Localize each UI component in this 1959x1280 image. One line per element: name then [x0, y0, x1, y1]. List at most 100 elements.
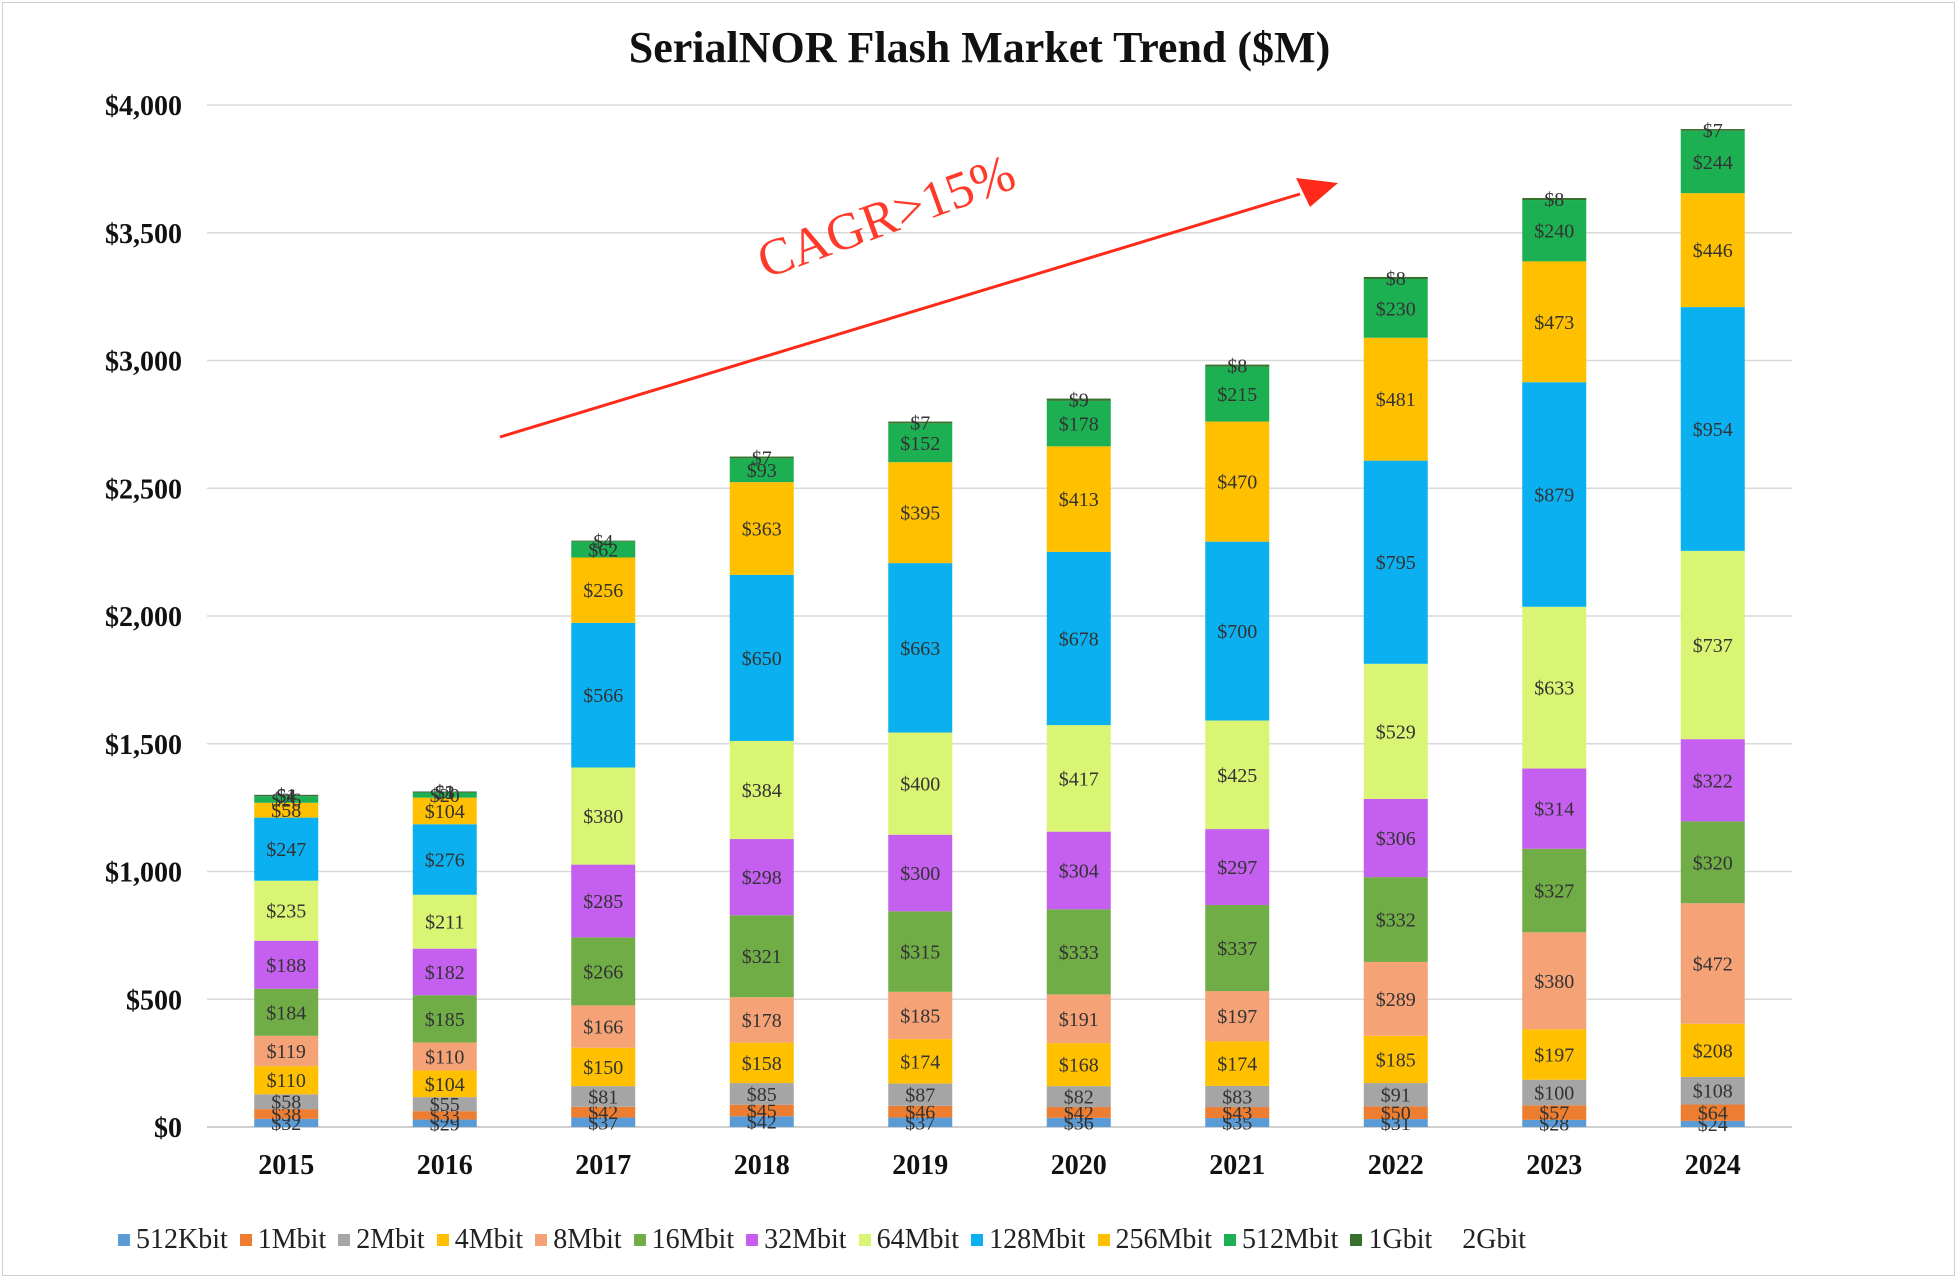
x-tick-label: 2015 — [258, 1150, 314, 1181]
y-tick-label: $0 — [154, 1113, 182, 1144]
bar-segment — [571, 1117, 636, 1127]
data-label: $289 — [1376, 989, 1416, 1011]
bar-segment — [254, 940, 319, 989]
data-label: $633 — [1534, 678, 1574, 700]
data-label: $300 — [900, 863, 940, 885]
data-label: $481 — [1376, 389, 1416, 411]
data-label: $185 — [1376, 1049, 1416, 1071]
bar-segment — [1363, 1083, 1428, 1107]
bar-segment — [1205, 1085, 1270, 1108]
bar-segment — [1522, 1029, 1587, 1080]
bar-segment — [571, 1005, 636, 1048]
bar-segment — [1680, 739, 1745, 822]
bar-segment — [729, 915, 794, 998]
bar-segment — [1046, 1117, 1111, 1127]
bar-segment — [254, 795, 319, 797]
bar-segment — [729, 574, 794, 741]
bar-segment — [254, 1118, 319, 1127]
y-tick-label: $3,000 — [105, 347, 182, 378]
data-label: $188 — [266, 955, 306, 977]
bar-segment — [888, 1039, 953, 1084]
y-tick-label: $1,500 — [105, 730, 182, 761]
data-label: $7 — [1703, 120, 1723, 142]
bar-segment — [888, 991, 953, 1040]
bar-segment — [1205, 1041, 1270, 1086]
data-label: $43 — [1222, 1103, 1252, 1125]
bar-segment — [571, 1047, 636, 1087]
data-label: $185 — [425, 1009, 465, 1031]
bar-segment — [1205, 364, 1270, 367]
x-tick-label: 2020 — [1051, 1150, 1107, 1181]
bar-segment — [412, 1070, 477, 1098]
bar-segment — [1205, 1118, 1270, 1127]
bar-segment — [412, 824, 477, 895]
data-label: $4 — [593, 531, 613, 553]
bar-segment — [1363, 1035, 1428, 1084]
bar-segment — [412, 792, 477, 798]
bar-segment — [412, 797, 477, 825]
data-label: $230 — [1376, 298, 1416, 320]
data-label: $322 — [1693, 770, 1733, 792]
data-label: $315 — [900, 942, 940, 964]
bar-segment — [1680, 1076, 1745, 1105]
data-label: $58 — [271, 800, 301, 822]
data-label: $178 — [1059, 414, 1099, 436]
bar-segment — [1205, 904, 1270, 992]
data-label: $321 — [742, 946, 782, 968]
data-label: $81 — [588, 1086, 618, 1108]
legend-item: 512Kbit — [118, 1224, 228, 1256]
data-label: $3 — [435, 782, 455, 804]
legend-label: 256Mbit — [1115, 1224, 1212, 1255]
data-label: $425 — [1217, 765, 1257, 787]
bar-segment — [254, 817, 319, 881]
bar-segment — [1205, 421, 1270, 542]
data-label: $1 — [435, 782, 455, 804]
data-label: $332 — [1376, 910, 1416, 932]
bar-segment — [1680, 193, 1745, 308]
bar-segment — [729, 456, 794, 459]
data-label: $333 — [1059, 942, 1099, 964]
bar-segment — [729, 839, 794, 916]
bar-segment — [1046, 994, 1111, 1044]
bar-segment — [571, 541, 636, 558]
data-label: $57 — [1539, 1103, 1569, 1125]
bar-segment — [1522, 1079, 1587, 1106]
legend-swatch — [633, 1234, 646, 1246]
trend-arrow-line — [499, 192, 1301, 439]
bar-segment — [888, 421, 953, 424]
data-label: $737 — [1693, 635, 1733, 657]
bar-segment — [1363, 337, 1428, 461]
bar-segment — [1680, 307, 1745, 551]
bar-segment — [1363, 877, 1428, 962]
bar-segment — [1046, 725, 1111, 832]
legend-swatch — [746, 1234, 759, 1246]
legend-item: 8Mbit — [535, 1224, 622, 1256]
data-label: $178 — [742, 1010, 782, 1032]
data-label: $42 — [588, 1102, 618, 1124]
data-label: $87 — [905, 1085, 935, 1107]
bar-segment — [1205, 829, 1270, 905]
data-label: $314 — [1534, 799, 1574, 821]
legend-label: 2Mbit — [356, 1224, 425, 1255]
x-tick-label: 2016 — [417, 1150, 473, 1181]
bar-segment — [1522, 1119, 1587, 1127]
bar-segment — [729, 997, 794, 1043]
y-tick-label: $1,000 — [105, 858, 182, 889]
data-label: $9 — [1069, 390, 1089, 412]
bar-segment — [412, 1119, 477, 1127]
data-label: $184 — [266, 1002, 306, 1024]
legend-swatch — [338, 1234, 351, 1246]
data-label: $46 — [905, 1102, 935, 1124]
data-label: $158 — [742, 1053, 782, 1075]
legend-item: 512Mbit — [1224, 1224, 1338, 1256]
data-label: $472 — [1693, 953, 1733, 975]
bar-segment — [571, 937, 636, 1006]
bar-segment — [1680, 1104, 1745, 1121]
legend-label: 512Kbit — [136, 1224, 228, 1255]
bar-segment — [1363, 1119, 1428, 1127]
bar-segment — [254, 1109, 319, 1119]
bar-segment — [412, 995, 477, 1043]
data-label: $297 — [1217, 857, 1257, 879]
data-label: $7 — [910, 412, 930, 434]
